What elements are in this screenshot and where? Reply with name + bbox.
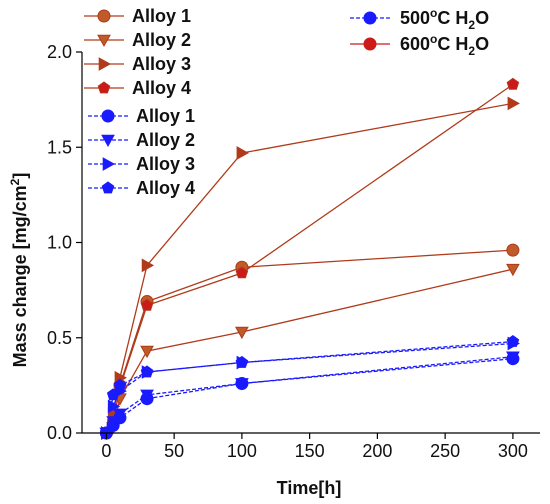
data-point-alloy-4-500 [235, 355, 249, 368]
legend-condition-marker [363, 11, 377, 25]
data-point-alloy-2-600 [506, 263, 520, 277]
x-tick-label: 0 [101, 441, 111, 461]
legend-label: Alloy 2 [132, 30, 191, 50]
data-point-alloy-4-500 [106, 388, 120, 401]
data-point-alloy-3-600 [141, 258, 155, 273]
y-tick-label: 1.5 [47, 137, 72, 157]
legend-condition-marker [363, 37, 377, 51]
ticks: 0 50 100 150 200 250 300 0.0 0.5 1.0 1.5 2.0 [47, 42, 528, 461]
data-point-alloy-2-600 [140, 345, 154, 359]
data-point-alloy-4-600 [140, 298, 154, 311]
data-point-alloy-4-500 [140, 365, 154, 378]
legend-condition-label: 600oC H2O [400, 32, 489, 58]
legend-label: Alloy 4 [136, 178, 195, 198]
legend-marker [101, 181, 115, 194]
x-tick-label: 250 [430, 441, 460, 461]
series-line-alloy-1-600 [105, 249, 513, 434]
y-axis-title-sup: 2 [8, 178, 22, 185]
y-axis-title-end: ] [10, 173, 30, 179]
legend-condition-label: 500oC H2O [400, 6, 489, 32]
y-axis-title-main: Mass change [mg/cm [10, 185, 30, 367]
legend-label: Alloy 4 [132, 78, 191, 98]
series-line-alloy-3-600 [105, 102, 514, 434]
legend-marker [101, 109, 115, 123]
legend-label: Alloy 2 [136, 130, 195, 150]
data-point-alloy-4-600 [235, 266, 249, 279]
data-point-alloy-2-500 [140, 389, 154, 402]
x-tick-label: 50 [164, 441, 184, 461]
legend: Alloy 1 Alloy 2 Alloy 3 Alloy 4 Alloy 1 Alloy… [84, 6, 489, 198]
x-tick-label: 100 [227, 441, 257, 461]
legend-label: Alloy 1 [136, 106, 195, 126]
data-point-alloy-2-500 [235, 378, 249, 391]
data-point-alloy-2-500 [113, 408, 127, 421]
data-point-alloy-4-600 [506, 77, 520, 90]
legend-label: Alloy 3 [136, 154, 195, 174]
data-point-alloy-2-500 [506, 351, 520, 364]
y-tick-label: 0.0 [47, 423, 72, 443]
data-point-alloy-4-500 [506, 334, 520, 347]
y-tick-label: 1.0 [47, 233, 72, 253]
data-point-alloy-3-600 [507, 96, 520, 111]
data-point-alloy-3-600 [236, 146, 249, 160]
series-line-alloy-3-500 [105, 342, 513, 434]
data-point-alloy-2-500 [106, 416, 121, 429]
x-axis-title: Time[h] [277, 478, 342, 498]
legend-marker [97, 81, 111, 94]
x-tick-label: 300 [498, 441, 528, 461]
legend-marker [101, 134, 115, 148]
legend-marker [102, 157, 116, 171]
y-axis-title: Mass change [mg/cm2] [8, 173, 30, 368]
legend-marker [97, 34, 111, 48]
y-tick-label: 2.0 [47, 42, 72, 62]
plot-markers [99, 77, 520, 441]
series-line-alloy-4-500 [105, 340, 513, 434]
y-tick-label: 0.5 [47, 328, 72, 348]
data-point-alloy-4-500 [113, 378, 127, 391]
legend-marker [98, 57, 112, 71]
data-point-alloy-3-500 [107, 399, 121, 414]
legend-marker [97, 9, 111, 23]
data-point-alloy-2-600 [235, 326, 249, 340]
x-tick-label: 150 [295, 441, 325, 461]
x-tick-label: 200 [362, 441, 392, 461]
legend-label: Alloy 1 [132, 6, 191, 26]
legend-label: Alloy 3 [132, 54, 191, 74]
data-point-alloy-1-600 [506, 243, 520, 257]
